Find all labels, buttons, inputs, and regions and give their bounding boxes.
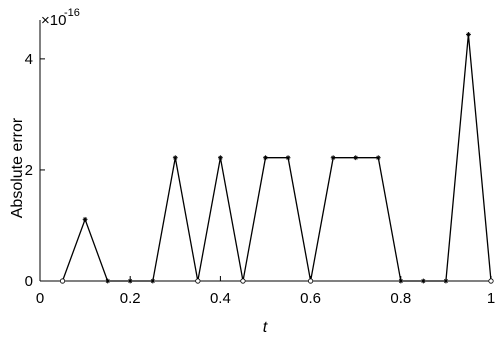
y-tick-label: 0 (25, 273, 33, 290)
data-point-marker (127, 278, 133, 284)
data-point-marker (375, 155, 381, 161)
data-point-marker (150, 278, 156, 284)
data-point-marker (59, 278, 66, 284)
x-tick-label: 1 (487, 290, 495, 307)
data-point-marker (307, 278, 314, 284)
data-point-marker (330, 155, 336, 161)
x-tick-label: 0.4 (210, 290, 231, 307)
data-point-marker (353, 155, 359, 161)
y-scale-exponent: ×10 -16 (41, 7, 80, 29)
y-scale-exponent-base: ×10 (41, 12, 66, 29)
data-point-marker (263, 155, 268, 161)
x-tick-label: 0.8 (390, 290, 411, 307)
data-point-marker (172, 155, 178, 161)
y-ticks: 0 2 4 (25, 51, 45, 290)
y-scale-exponent-power: -16 (64, 7, 80, 19)
data-point-marker (218, 155, 223, 161)
y-tick-label: 2 (25, 162, 33, 179)
x-axis-label: t (263, 319, 268, 335)
data-point-marker (443, 278, 449, 284)
data-point-marker (466, 32, 471, 37)
x-tick-label: 0.6 (300, 290, 321, 307)
series-layer (61, 34, 492, 282)
data-point-marker (195, 278, 201, 284)
x-ticks: 0 0.2 0.4 0.6 0.8 1 (36, 276, 495, 307)
markers-layer (59, 32, 494, 284)
data-point-marker (240, 278, 246, 284)
x-tick-label: 0.2 (120, 290, 141, 307)
axes-layer (39, 20, 491, 282)
data-point-marker (82, 216, 88, 222)
data-point-marker (105, 278, 111, 284)
data-point-marker (398, 278, 404, 284)
absolute-error-series-line (61, 34, 492, 282)
data-point-marker (285, 155, 291, 161)
data-point-marker (420, 278, 426, 284)
y-tick-label: 4 (25, 51, 33, 68)
data-point-marker (488, 278, 494, 284)
x-tick-label: 0 (36, 290, 44, 307)
y-axis-label: Absolute error (9, 117, 26, 218)
